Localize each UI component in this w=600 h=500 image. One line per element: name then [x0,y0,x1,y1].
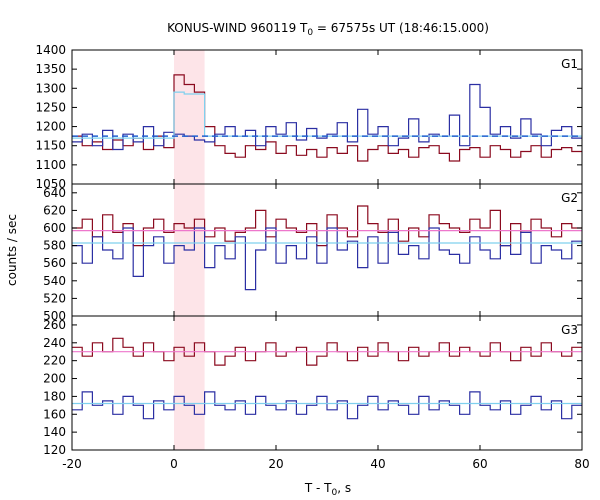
panel-label-g3: G3 [561,323,578,337]
x-tick-label: 60 [472,457,487,471]
y-tick-label: 520 [43,291,66,305]
panel-label-g2: G2 [561,191,578,205]
y-tick-label: 1350 [35,62,66,76]
y-tick-label: 240 [43,336,66,350]
panel-g2: 500 520 540 560 580 600 620 640 G2 [43,183,583,323]
chart-title: KONUS-WIND 960119 T0 = 67575s UT (18:46:… [167,21,489,38]
y-tick-label: 540 [43,274,66,288]
x-tick-label: 40 [370,457,385,471]
y-tick-label: 260 [43,318,66,332]
x-tick-label: 20 [268,457,283,471]
plot-area: 10501100115012001250130013501400G1500520… [35,43,589,471]
y-tick-label: 1400 [35,43,66,57]
panel-g1-series-dark-red [72,74,582,162]
panel-g1-series-light-blue [72,91,582,139]
y-tick-label: 1250 [35,100,66,114]
y-tick-label: 140 [43,425,66,439]
panel-g2-series-dark-blue [72,227,582,291]
y-tick-label: 120 [43,443,66,457]
y-tick-label: 600 [43,221,66,235]
y-tick-label: 620 [43,203,66,217]
y-tick-label: 1100 [35,158,66,172]
y-tick-label: 1300 [35,81,66,95]
panel-g1: 1050 1100 1150 1200 1250 1300 1350 1400 G1 [35,43,583,191]
x-tick-label: 0 [170,457,178,471]
y-tick-label: 200 [43,372,66,386]
panel-g3-series-dark-blue [72,391,582,420]
y-tick-label: 180 [43,389,66,403]
panel-label-g1: G1 [561,57,578,71]
y-tick-label: 580 [43,239,66,253]
y-tick-label: 1050 [35,177,66,191]
y-tick-label: 1150 [35,139,66,153]
panel-g1-series-dark-blue [72,83,582,151]
x-axis-label: T - T0, s [304,481,351,498]
x-tick-label: 80 [574,457,589,471]
y-tick-label: 560 [43,256,66,270]
y-tick-label: 640 [43,186,66,200]
y-tick-label: 220 [43,354,66,368]
panel-g3-frame [71,315,583,451]
panel-g1-frame [71,49,583,185]
y-axis-label: counts / sec [5,214,19,286]
panel-g3: 120 140 160 180 200 220 240 260 G3 [43,315,583,457]
y-tick-label: 500 [43,309,66,323]
y-tick-label: 160 [43,407,66,421]
y-tick-label: 1200 [35,120,66,134]
x-tick-label: -20 [62,457,82,471]
